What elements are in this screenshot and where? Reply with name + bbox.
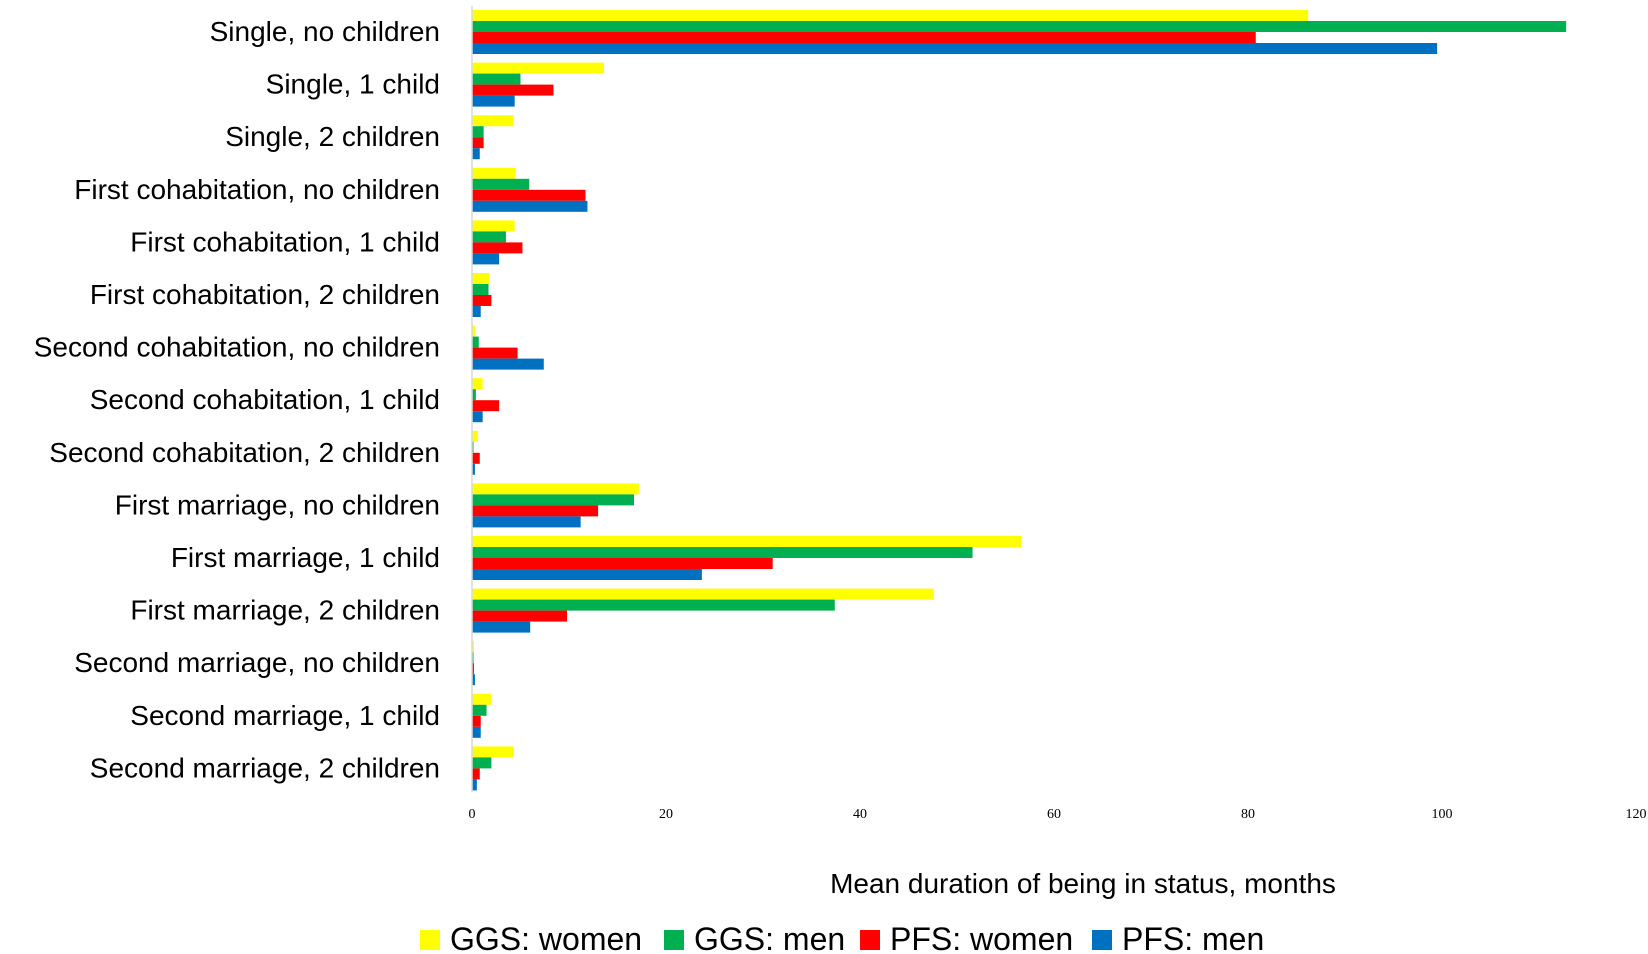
- x-tick-label: 40: [853, 807, 867, 822]
- bar-13-1: [472, 641, 474, 653]
- bar-1-4: [472, 43, 1438, 54]
- bar-9-4: [472, 463, 475, 475]
- bar-3-1: [472, 115, 514, 127]
- bar-10-3: [472, 505, 599, 517]
- bar-12-4: [472, 621, 531, 633]
- x-tick-label: 120: [1626, 807, 1647, 822]
- category-label: Single, 1 child: [266, 69, 440, 100]
- bar-8-4: [472, 411, 483, 423]
- bar-15-3: [472, 768, 480, 780]
- x-tick-label: 100: [1432, 807, 1453, 822]
- category-label: First marriage, no children: [115, 489, 440, 520]
- category-label: Second marriage, 2 children: [90, 752, 440, 783]
- legend-label: GGS: women: [450, 921, 642, 954]
- bar-3-3: [472, 137, 484, 149]
- x-tick-label: 60: [1047, 807, 1061, 822]
- bar-12-3: [472, 610, 568, 622]
- bar-4-3: [472, 189, 586, 201]
- category-label: Second cohabitation, no children: [34, 332, 440, 363]
- bar-4-2: [472, 178, 530, 190]
- x-tick-label: 20: [659, 807, 673, 822]
- bar-9-1: [472, 430, 478, 442]
- category-label: Second cohabitation, 1 child: [90, 384, 440, 415]
- bar-11-3: [472, 558, 773, 569]
- legend-label: PFS: men: [1122, 921, 1264, 954]
- bar-14-3: [472, 715, 481, 727]
- category-label: Single, no children: [210, 16, 440, 47]
- bar-1-3: [472, 32, 1256, 43]
- bar-10-2: [472, 494, 634, 506]
- category-labels: Single, no children Single, 1 child Single…: [34, 16, 440, 783]
- bar-5-4: [472, 253, 500, 265]
- bar-1-2: [472, 21, 1567, 32]
- bar-3-2: [472, 126, 484, 138]
- bar-11-1: [472, 536, 1022, 547]
- bar-8-1: [472, 378, 483, 390]
- legend-swatch: [664, 930, 684, 950]
- bar-4-1: [472, 167, 516, 179]
- bar-2-2: [472, 73, 521, 85]
- bar-7-4: [472, 358, 544, 370]
- bar-2-3: [472, 84, 554, 96]
- bar-6-4: [472, 306, 481, 317]
- bar-7-2: [472, 336, 479, 348]
- bar-5-3: [472, 242, 523, 254]
- x-axis-title: Mean duration of being in status, months: [830, 868, 1336, 899]
- category-label: First cohabitation, 1 child: [130, 226, 440, 257]
- bar-group: [472, 10, 1567, 791]
- category-label: Second marriage, 1 child: [130, 700, 440, 731]
- legend-label: PFS: women: [890, 921, 1073, 954]
- bar-8-2: [472, 389, 476, 401]
- bar-11-4: [472, 569, 702, 580]
- bar-2-1: [472, 62, 604, 74]
- category-label: First cohabitation, no children: [74, 174, 440, 205]
- bar-4-4: [472, 200, 588, 212]
- x-tick-label: 80: [1241, 807, 1255, 822]
- x-tick-labels: 0 20 40 60 80 100 120: [469, 807, 1647, 822]
- bar-6-1: [472, 273, 490, 284]
- bar-14-4: [472, 726, 481, 738]
- bar-7-3: [472, 347, 518, 359]
- bar-2-4: [472, 95, 515, 107]
- legend-swatch: [860, 930, 880, 950]
- bar-5-1: [472, 220, 515, 232]
- bar-14-1: [472, 693, 492, 705]
- bar-15-4: [472, 779, 477, 791]
- legend-swatch: [1092, 930, 1112, 950]
- bar-13-4: [472, 674, 475, 686]
- bar-6-3: [472, 295, 492, 306]
- bar-10-4: [472, 516, 581, 528]
- x-tick-label: 0: [469, 807, 476, 822]
- legend: GGS: women GGS: men PFS: women PFS: men: [420, 921, 1264, 954]
- bar-13-3: [472, 663, 474, 675]
- bar-7-1: [472, 325, 475, 337]
- bar-12-1: [472, 588, 934, 600]
- bar-15-1: [472, 746, 514, 758]
- bar-8-3: [472, 400, 500, 412]
- legend-label: GGS: men: [694, 921, 845, 954]
- bar-14-2: [472, 704, 487, 716]
- category-label: First cohabitation, 2 children: [90, 279, 440, 310]
- legend-swatch: [420, 930, 440, 950]
- bar-11-2: [472, 547, 973, 558]
- bar-9-3: [472, 452, 480, 464]
- bar-10-1: [472, 483, 639, 495]
- bar-6-2: [472, 284, 489, 295]
- category-label: Second marriage, no children: [74, 647, 440, 678]
- bar-12-2: [472, 599, 835, 611]
- bar-15-2: [472, 757, 492, 769]
- category-label: First marriage, 2 children: [130, 595, 440, 626]
- bar-1-1: [472, 10, 1309, 21]
- category-label: Single, 2 children: [225, 121, 440, 152]
- bar-3-4: [472, 148, 480, 160]
- category-label: Second cohabitation, 2 children: [49, 437, 440, 468]
- bar-5-2: [472, 231, 506, 243]
- category-label: First marriage, 1 child: [171, 542, 440, 573]
